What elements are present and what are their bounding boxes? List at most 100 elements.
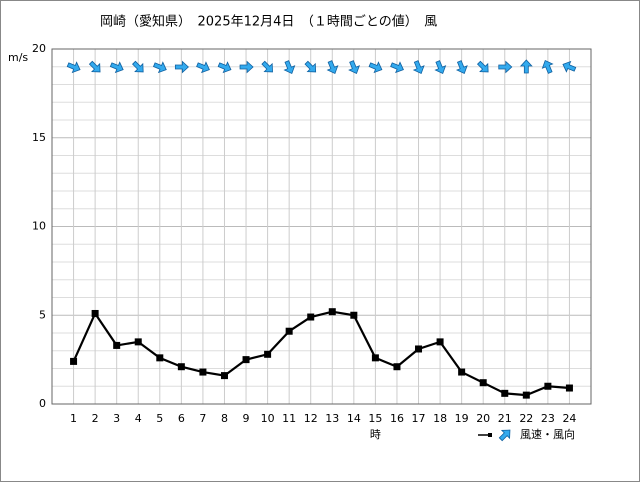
data-point <box>307 313 315 321</box>
x-tick-label: 8 <box>221 412 228 425</box>
x-tick-label: 15 <box>368 412 382 425</box>
x-tick-label: 16 <box>390 412 404 425</box>
data-point <box>199 368 207 376</box>
wind-arrow <box>88 60 101 73</box>
x-tick-label: 10 <box>261 412 275 425</box>
chart-title: 岡崎（愛知県） 2025年12月4日 （１時間ごとの値） 風 <box>100 14 437 30</box>
data-point <box>134 338 142 346</box>
wind-arrow <box>152 61 167 74</box>
wind-arrow-shape <box>239 60 254 74</box>
x-tick-label: 19 <box>455 412 469 425</box>
wind-arrow <box>412 60 425 75</box>
wind-arrow <box>239 60 254 74</box>
wind-arrow <box>348 60 360 75</box>
x-tick-label: 23 <box>541 412 555 425</box>
wind-arrow <box>217 61 232 74</box>
wind-arrow <box>498 60 513 74</box>
data-point <box>565 384 573 392</box>
x-tick-label: 13 <box>325 412 339 425</box>
data-point <box>242 356 250 364</box>
data-point <box>91 309 99 317</box>
wind-arrow <box>434 60 447 75</box>
plot-border <box>51 48 592 405</box>
wind-arrow-shape <box>434 60 447 75</box>
wind-arrow-shape <box>390 61 404 74</box>
data-point <box>415 345 423 353</box>
wind-arrow-shape <box>541 59 554 74</box>
x-tick-label: 24 <box>562 412 576 425</box>
data-point <box>393 363 401 371</box>
wind-arrow-shape <box>326 60 339 75</box>
wind-arrow-shape <box>196 61 210 74</box>
wind-arrow-shape <box>498 429 511 442</box>
data-point <box>501 389 509 397</box>
y-tick-label: 20 <box>32 42 46 55</box>
data-point <box>177 363 185 371</box>
wind-arrow-shape <box>304 60 317 73</box>
wind-arrow-shape <box>174 60 189 74</box>
wind-arrow <box>132 60 144 73</box>
data-point <box>371 354 379 362</box>
y-tick-label: 0 <box>39 397 46 410</box>
x-tick-label: 7 <box>199 412 206 425</box>
wind-arrow <box>498 429 511 442</box>
wind-arrow-shape <box>261 60 273 73</box>
wind-arrow <box>519 59 533 74</box>
x-tick-label: 5 <box>156 412 163 425</box>
wind-arrow-shape <box>132 60 144 73</box>
wind-arrow-shape <box>88 60 101 73</box>
data-point <box>522 391 530 399</box>
x-tick-label: 1 <box>70 412 77 425</box>
y-tick-label: 10 <box>32 220 46 233</box>
wind-arrow <box>196 61 210 74</box>
data-point <box>544 382 552 390</box>
x-axis-label: 時 <box>370 428 381 441</box>
data-line <box>72 310 570 397</box>
wind-arrow-shape <box>66 61 81 74</box>
legend-label: 風速・風向 <box>520 427 575 441</box>
x-tick-label: 9 <box>243 412 250 425</box>
data-point <box>479 379 487 387</box>
wind-arrow-shape <box>519 59 533 74</box>
wind-arrow-shape <box>217 61 232 74</box>
wind-arrow-shape <box>498 60 513 74</box>
data-point <box>113 341 121 349</box>
wind-arrow <box>562 60 577 73</box>
wind-arrow-shape <box>283 60 296 75</box>
wind-arrow-shape <box>152 61 167 74</box>
legend-marker <box>488 433 492 437</box>
wind-arrow <box>368 61 383 74</box>
wind-arrow <box>109 61 124 74</box>
wind-arrow-shape <box>476 60 489 73</box>
x-tick-label: 11 <box>282 412 296 425</box>
x-tick-label: 4 <box>135 412 142 425</box>
wind-arrow-shape <box>412 60 425 75</box>
wind-arrow <box>390 61 404 74</box>
data-point <box>285 327 293 335</box>
x-tick-label: 17 <box>412 412 426 425</box>
data-point <box>328 308 336 316</box>
x-tick-label: 20 <box>476 412 490 425</box>
data-point <box>458 368 466 376</box>
wind-arrow <box>541 59 554 74</box>
wind-arrow <box>476 60 489 73</box>
wind-arrow-shape <box>455 60 468 75</box>
data-point <box>70 357 78 365</box>
wind-arrow-shape <box>348 60 360 75</box>
y-tick-label: 15 <box>32 131 46 144</box>
x-tick-label: 21 <box>498 412 512 425</box>
wind-arrow <box>455 60 468 75</box>
data-point <box>220 372 228 380</box>
wind-arrow <box>326 60 339 75</box>
wind-arrow <box>283 60 296 75</box>
x-tick-label: 3 <box>113 412 120 425</box>
x-tick-label: 2 <box>92 412 99 425</box>
wind-arrow <box>174 60 189 74</box>
wind-arrow-shape <box>562 60 577 73</box>
data-point <box>350 311 358 319</box>
y-tick-label: 5 <box>39 308 46 321</box>
x-tick-label: 18 <box>433 412 447 425</box>
data-point <box>156 354 164 362</box>
